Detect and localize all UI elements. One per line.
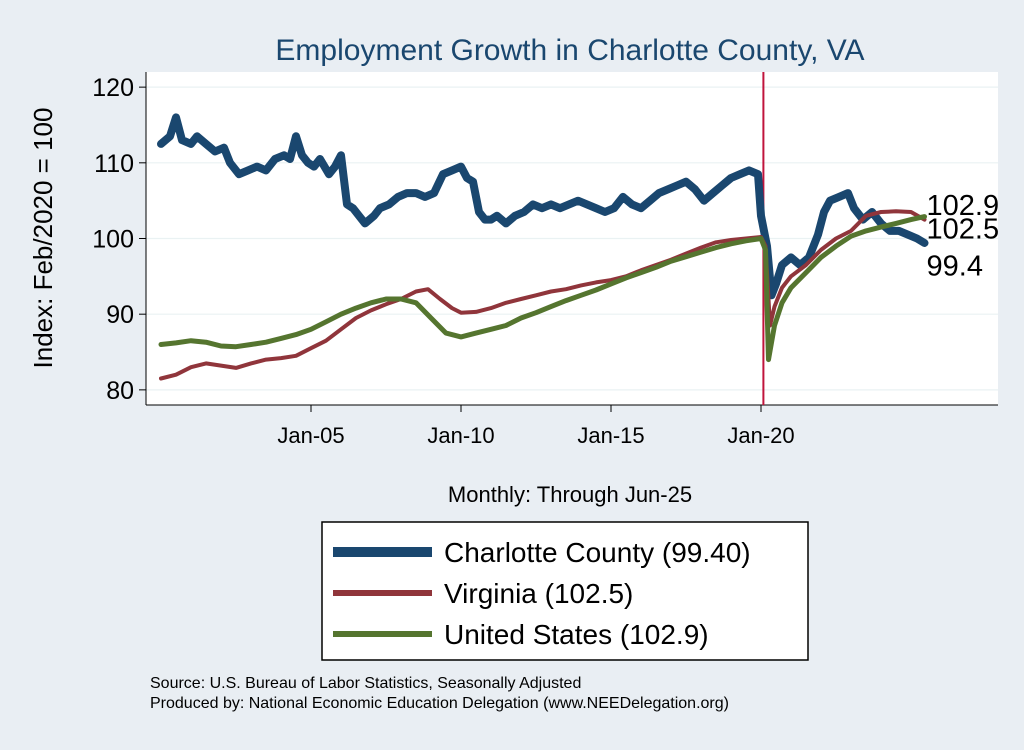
legend-items: Charlotte County (99.40) Virginia (102.5)… (333, 537, 751, 650)
grid-lines (146, 86, 998, 391)
y-axis: 80 90 100 110 120 (92, 74, 146, 405)
end-label-0: 99.4 (927, 251, 983, 283)
y-tick-label: 80 (106, 377, 134, 405)
chart-title: Employment Growth in Charlotte County, V… (275, 34, 864, 67)
produced-by-note: Produced by: National Economic Education… (150, 695, 729, 712)
y-tick-label: 90 (106, 301, 134, 329)
legend-label: Charlotte County (99.40) (444, 537, 751, 568)
x-tick-label: Jan-10 (427, 423, 494, 448)
y-tick-label: 120 (92, 74, 134, 102)
series-line-0 (157, 113, 929, 300)
x-tick-label: Jan-20 (727, 423, 794, 448)
y-tick-label: 110 (94, 150, 134, 178)
legend-label: Virginia (102.5) (444, 578, 633, 609)
x-axis: Jan-05 Jan-10 Jan-15 Jan-20 (277, 405, 795, 448)
source-note: Source: U.S. Bureau of Labor Statistics,… (150, 675, 581, 692)
series-line-2 (158, 214, 927, 363)
y-tick-label: 100 (92, 226, 134, 254)
x-tick-label: Jan-05 (277, 423, 344, 448)
legend-label: United States (102.9) (444, 619, 709, 650)
end-label-1: 102.5 (927, 214, 1000, 246)
y-axis-label: Index: Feb/2020 = 100 (28, 108, 58, 369)
end-label-2: 102.9 (927, 190, 1000, 222)
series-lines (157, 113, 929, 381)
x-tick-label: Jan-15 (577, 423, 644, 448)
series-line-1 (159, 209, 927, 381)
x-axis-label: Monthly: Through Jun-25 (448, 482, 692, 507)
